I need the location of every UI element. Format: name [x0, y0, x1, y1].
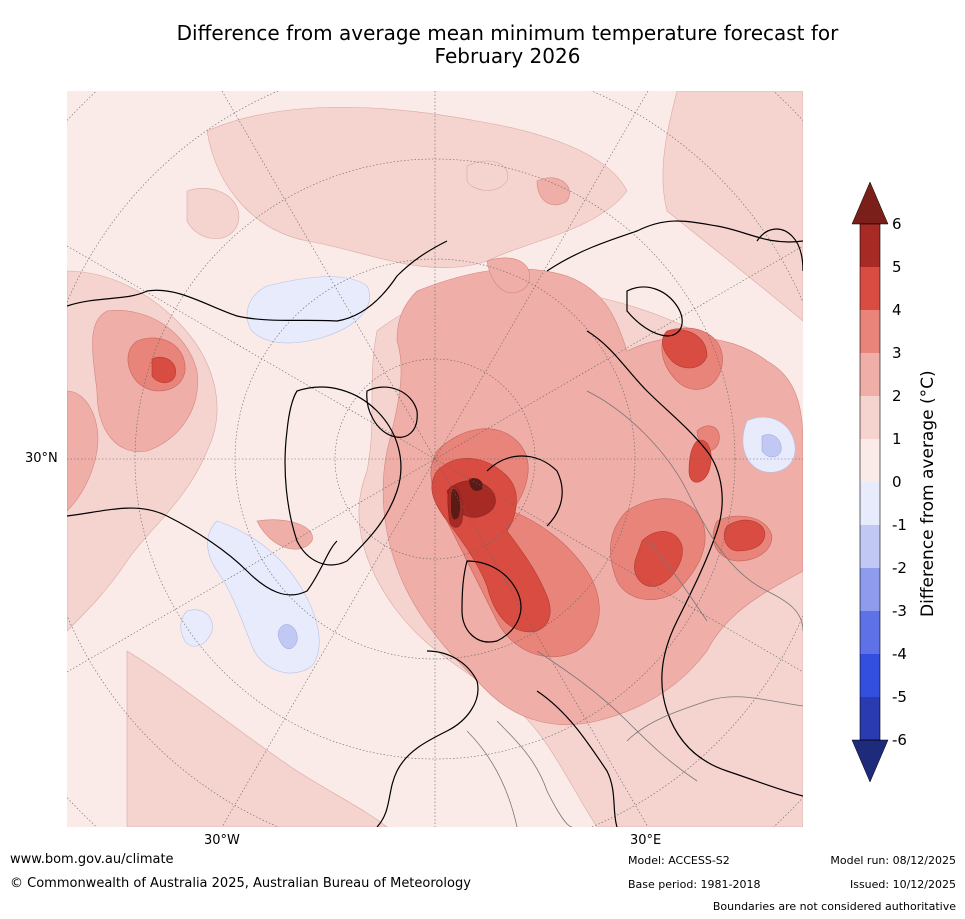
colorbar-tick: 4 — [892, 301, 902, 319]
colorbar-tick: -3 — [892, 602, 907, 620]
lon-label-30w: 30°W — [204, 833, 240, 848]
colorbar-tick: 3 — [892, 344, 902, 362]
colorbar-band-minus-1-0 — [860, 482, 880, 525]
website-link[interactable]: www.bom.gov.au/climate — [10, 852, 174, 867]
colorbar-tick: 2 — [892, 387, 902, 405]
colorbar-tick: 6 — [892, 215, 902, 233]
colorbar-tick: 5 — [892, 258, 902, 276]
base-period: Base period: 1981-2018 — [628, 878, 761, 891]
anomaly-band-minus-1-2 — [277, 434, 782, 649]
country-boundaries — [466, 390, 803, 827]
colorbar-band-minus-6-5 — [860, 697, 880, 740]
colorbar-tick: -4 — [892, 645, 907, 663]
model-name: Model: ACCESS-S2 — [628, 854, 730, 867]
forecast-map — [67, 91, 803, 827]
colorbar-band-minus-4-3 — [860, 611, 880, 654]
map-title: Difference from average mean minimum tem… — [60, 22, 955, 68]
colorbar-tick: 0 — [892, 473, 902, 491]
colorbar-band-0-1 — [860, 439, 880, 482]
lat-label-30n: 30°N — [25, 451, 58, 466]
colorbar-tick: 1 — [892, 430, 902, 448]
graticule — [67, 91, 803, 827]
boundaries-disclaimer: Boundaries are not considered authoritat… — [712, 900, 956, 913]
colorbar-tick: -2 — [892, 559, 907, 577]
coastlines — [67, 220, 803, 827]
colorbar-over-triangle — [851, 181, 889, 225]
lon-label-30e: 30°E — [630, 833, 662, 848]
colorbar: 6 5 4 3 2 1 0 -1 -2 -3 -4 -5 -6 — [850, 180, 965, 790]
colorbar-tick: -1 — [892, 516, 907, 534]
model-run-date: Model run: 08/12/2025 — [830, 854, 956, 867]
colorbar-band-1-2 — [860, 396, 880, 439]
colorbar-band-minus-5-4 — [860, 654, 880, 697]
issued-date: Issued: 10/12/2025 — [849, 878, 956, 891]
title-line-1: Difference from average mean minimum tem… — [176, 21, 839, 45]
colorbar-band-minus-2-1 — [860, 525, 880, 568]
title-line-2: February 2026 — [434, 44, 581, 68]
colorbar-label: Difference from average (°C) — [918, 370, 938, 617]
colorbar-tick: -6 — [892, 731, 907, 749]
colorbar-tick: -5 — [892, 688, 907, 706]
colorbar-band-2-3 — [860, 353, 880, 396]
colorbar-band-minus-3-2 — [860, 568, 880, 611]
colorbar-band-3-4 — [860, 310, 880, 353]
colorbar-band-4-5 — [860, 267, 880, 310]
colorbar-under-triangle — [851, 739, 889, 783]
anomaly-band-over-6 — [451, 478, 483, 520]
colorbar-band-5-6 — [860, 224, 880, 267]
copyright-text: © Commonwealth of Australia 2025, Austra… — [10, 876, 471, 891]
